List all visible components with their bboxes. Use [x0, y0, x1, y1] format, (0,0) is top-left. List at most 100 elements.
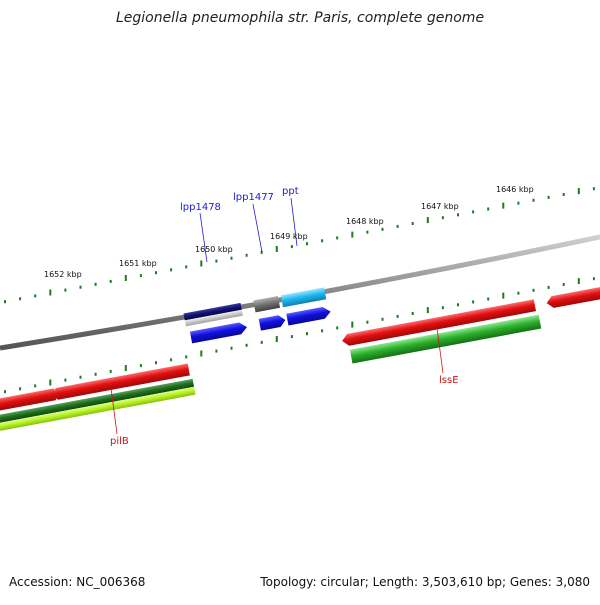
scale-tick-minor	[19, 387, 22, 391]
gene-label-lpp1478: lpp1478	[180, 202, 221, 213]
scale-tick-minor	[396, 224, 399, 228]
scale-tick-minor	[366, 230, 369, 234]
scale-tick-minor	[547, 195, 550, 199]
gene-lpp1478	[183, 302, 242, 321]
scale-tick-minor	[155, 361, 157, 365]
gene-reverse-strand	[51, 363, 190, 400]
scale-tick-minor	[517, 201, 520, 205]
gene-pilB	[0, 378, 195, 427]
scale-tick-minor	[94, 372, 97, 376]
tick-label: 1647 kbp	[421, 202, 459, 211]
scale-tick-minor	[336, 326, 339, 330]
scale-tick-minor	[457, 303, 459, 307]
scale-tick-minor	[562, 283, 565, 286]
tick-label: 1648 kbp	[346, 217, 384, 226]
scale-tick-minor	[336, 236, 339, 240]
scale-tick-major	[426, 307, 429, 314]
scale-tick-minor	[381, 317, 384, 321]
scale-tick-major	[124, 275, 127, 281]
scale-tick-minor	[4, 300, 6, 304]
gene-lpp1477	[253, 295, 281, 313]
gene-labels: lpp1478 lpp1477 ppt lssE pilB	[110, 186, 459, 447]
gene-lssE-lower	[349, 314, 542, 364]
callout-line	[110, 387, 118, 435]
scale-tick-minor	[306, 242, 308, 246]
scale-tick-minor	[109, 279, 112, 283]
scale-tick-major	[200, 350, 203, 357]
scale-tick-minor	[215, 259, 218, 263]
gene-label-lssE: lssE	[439, 375, 459, 386]
scale-tick-minor	[592, 187, 595, 191]
scale-tick-major	[577, 188, 580, 195]
tick-label: 1646 kbp	[496, 185, 534, 194]
scale-tick-minor	[185, 265, 188, 269]
gene-ppt-arrow	[286, 306, 331, 326]
scale-tick-minor	[170, 268, 173, 272]
tick-label: 1649 kbp	[270, 232, 308, 241]
scale-tick-minor	[260, 250, 263, 254]
tick-label: 1650 kbp	[195, 245, 233, 254]
scale-ticks-upper	[4, 187, 595, 304]
genome-summary-text: Topology: circular; Length: 3,503,610 bp…	[260, 575, 590, 589]
scale-tick-minor	[532, 288, 535, 292]
scale-tick-minor	[472, 300, 475, 304]
callout-line	[199, 212, 208, 263]
gene-lpp1477-arrow	[258, 315, 286, 331]
scale-tick-major	[275, 336, 278, 342]
scale-tick-major	[124, 365, 127, 371]
scale-tick-major	[49, 289, 52, 296]
scale-tick-minor	[457, 213, 459, 217]
scale-tick-minor	[306, 332, 308, 336]
scale-tick-minor	[64, 378, 67, 382]
scale-tick-minor	[170, 358, 173, 362]
scale-tick-minor	[366, 320, 369, 324]
scale-tick-minor	[260, 340, 263, 344]
scale-tick-major	[351, 231, 354, 238]
scale-tick-minor	[245, 253, 248, 257]
scale-tick-minor	[396, 314, 399, 318]
scale-tick-minor	[321, 239, 324, 243]
accession-text: Accession: NC_006368	[9, 575, 146, 589]
scale-tick-minor	[472, 210, 475, 214]
scale-tick-minor	[562, 193, 565, 196]
tick-label: 1652 kbp	[44, 270, 82, 279]
scale-tick-minor	[411, 222, 414, 225]
gene-label-pilB: pilB	[110, 436, 129, 447]
scale-tick-minor	[411, 312, 414, 315]
scale-tick-minor	[34, 384, 37, 388]
gene-label-ppt: ppt	[282, 186, 299, 197]
gene-blue-arrow	[189, 322, 248, 344]
scale-tick-major	[426, 217, 429, 224]
scale-tick-minor	[139, 364, 142, 368]
scale-tick-minor	[4, 390, 6, 394]
gene-lpp1478-shadow	[184, 309, 243, 327]
gene-ppt	[280, 287, 327, 308]
scale-tick-minor	[185, 355, 188, 359]
scale-ticks-lower	[4, 277, 595, 394]
scale-tick-minor	[94, 282, 97, 286]
scale-tick-minor	[245, 343, 248, 347]
scale-tick-major	[200, 260, 203, 267]
scale-tick-minor	[441, 216, 444, 220]
scale-tick-minor	[109, 369, 112, 373]
scale-tick-minor	[34, 294, 37, 298]
scale-tick-minor	[441, 306, 444, 310]
scale-tick-major	[577, 278, 580, 285]
scale-tick-major	[502, 202, 505, 209]
gene-callouts	[110, 197, 444, 435]
tick-label: 1651 kbp	[119, 259, 157, 268]
scale-tick-minor	[230, 256, 233, 260]
scale-tick-minor	[155, 271, 157, 275]
map-title: Legionella pneumophila str. Paris, compl…	[115, 10, 485, 26]
scale-labels: 1652 kbp 1651 kbp 1650 kbp 1649 kbp 1648…	[44, 185, 534, 279]
scale-tick-minor	[381, 227, 384, 231]
scale-tick-major	[502, 292, 505, 299]
scale-tick-minor	[321, 329, 324, 333]
scale-tick-minor	[290, 335, 293, 339]
gene-label-lpp1477: lpp1477	[233, 192, 274, 203]
callout-line	[252, 203, 263, 253]
scale-tick-minor	[139, 274, 142, 278]
scale-tick-minor	[487, 297, 490, 301]
scale-tick-minor	[290, 245, 293, 249]
